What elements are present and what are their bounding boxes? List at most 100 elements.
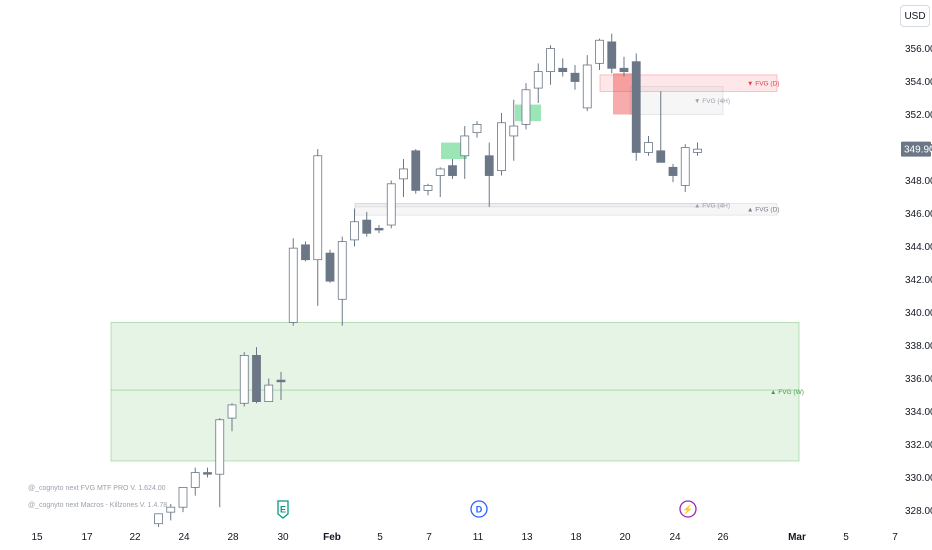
- time-tick-label: 20: [619, 532, 631, 543]
- fvg-zone-box: [354, 203, 725, 208]
- price-axis[interactable]: 356.00354.00352.00350.00348.00346.00344.…: [901, 44, 932, 517]
- candle-body: [533, 71, 543, 89]
- price-tick-label: 340.00: [905, 308, 932, 319]
- candle-body: [497, 122, 506, 171]
- event-marker-letter: E: [280, 505, 286, 515]
- time-tick-label: 22: [129, 532, 141, 543]
- time-tick-label: Mar: [788, 532, 806, 543]
- candle-body: [288, 247, 298, 323]
- candle-down: [484, 142, 494, 207]
- candle-down: [276, 371, 286, 400]
- last-price-badge: [901, 141, 931, 157]
- candle-body: [680, 147, 690, 186]
- indicator-legend: @_cognyto next FVG MTF PRO V. 1.624.00 @…: [28, 480, 167, 514]
- price-tick-label: 338.00: [905, 341, 932, 352]
- candle-down: [411, 149, 421, 194]
- candle-body: [558, 67, 568, 73]
- candle-body: [411, 150, 421, 191]
- currency-button[interactable]: USD: [900, 5, 930, 27]
- dividend-marker-shape: [470, 500, 488, 518]
- time-tick-label: 30: [277, 532, 289, 543]
- candle-up: [178, 486, 188, 513]
- candle-up: [227, 403, 237, 432]
- candles-layer: [154, 33, 702, 527]
- candle-down: [619, 56, 629, 77]
- event-marker[interactable]: E: [277, 500, 289, 519]
- time-tick-label: 18: [570, 532, 582, 543]
- candle-body: [350, 221, 359, 241]
- candle-body: [337, 241, 347, 300]
- candle-up: [239, 352, 249, 407]
- time-tick-label: 5: [377, 532, 383, 543]
- candle-down: [325, 249, 335, 283]
- candle-body: [448, 165, 457, 176]
- candle-up: [595, 38, 604, 70]
- candle-down: [301, 241, 310, 262]
- candle-up: [497, 112, 506, 176]
- split-marker-shape: [679, 500, 697, 518]
- candle-body: [423, 185, 433, 191]
- candle-body: [264, 384, 274, 403]
- time-tick-label: 7: [892, 532, 898, 543]
- last-price-label: 349.90: [904, 145, 932, 156]
- price-tick-label: 348.00: [905, 176, 932, 187]
- candle-body: [644, 142, 653, 153]
- fvg-zone-label: ▼ FVG (D): [747, 80, 779, 87]
- candle-up: [264, 378, 274, 403]
- time-tick-label: 7: [426, 532, 432, 543]
- candle-up: [460, 126, 470, 179]
- indicator-fvg-mtf[interactable]: @_cognyto next FVG MTF PRO V. 1.624.00: [28, 485, 166, 492]
- candle-body: [607, 41, 617, 69]
- price-tick-label: 344.00: [905, 242, 932, 253]
- fvg-zone-label: ▼ FVG (4H): [694, 98, 730, 105]
- candle-body: [325, 252, 335, 282]
- candle-up: [288, 238, 298, 326]
- event-marker[interactable]: D: [470, 500, 488, 518]
- event-marker-letter: ⚡: [682, 504, 693, 516]
- candle-up: [644, 135, 653, 156]
- fvg-zone-label: ▲ FVG (D): [747, 207, 779, 214]
- candle-body: [239, 354, 249, 404]
- candle-up: [337, 236, 347, 326]
- event-marker-letter: D: [476, 505, 483, 515]
- candle-body: [656, 150, 666, 163]
- price-tick-label: 352.00: [905, 110, 932, 121]
- time-tick-label: 24: [178, 532, 190, 543]
- candle-down: [203, 467, 212, 478]
- candle-body: [362, 219, 372, 234]
- candle-body: [472, 124, 482, 134]
- candle-down: [558, 58, 568, 77]
- candle-up: [215, 418, 225, 508]
- candle-up: [350, 208, 359, 247]
- candle-up: [435, 167, 445, 197]
- candle-down: [362, 211, 372, 237]
- candle-down: [374, 225, 384, 234]
- candle-body: [570, 72, 580, 82]
- price-tick-label: 328.00: [905, 506, 932, 517]
- candle-down: [252, 347, 261, 404]
- time-tick-label: 28: [227, 532, 239, 543]
- fvg-zone-label: ▲ FVG (W): [770, 389, 804, 396]
- candle-up: [472, 121, 482, 138]
- price-tick-label: 336.00: [905, 374, 932, 385]
- candle-body: [252, 354, 261, 402]
- candle-up: [693, 142, 702, 156]
- event-markers-layer[interactable]: E D ⚡: [277, 500, 697, 519]
- candle-up: [386, 180, 396, 229]
- price-tick-label: 330.00: [905, 473, 932, 484]
- candle-up: [533, 63, 543, 103]
- time-tick-label: 15: [31, 532, 43, 543]
- time-tick-label: Feb: [323, 532, 341, 543]
- time-axis[interactable]: 15 17 22 24 28 30 Feb 5 7 11 13 18 20 24 26 Mar 5 7: [31, 532, 898, 543]
- earnings-marker-shape: [277, 500, 289, 519]
- time-tick-label: 11: [473, 532, 484, 543]
- candle-down: [656, 91, 666, 163]
- event-marker[interactable]: ⚡: [679, 500, 697, 518]
- candle-body: [509, 125, 519, 137]
- candle-body: [668, 166, 678, 176]
- candle-body: [435, 168, 445, 176]
- candle-up: [154, 513, 163, 527]
- indicator-macros-killzones[interactable]: @_cognyto next Macros - Killzones V. 1.4…: [28, 502, 168, 509]
- candle-body: [178, 486, 188, 508]
